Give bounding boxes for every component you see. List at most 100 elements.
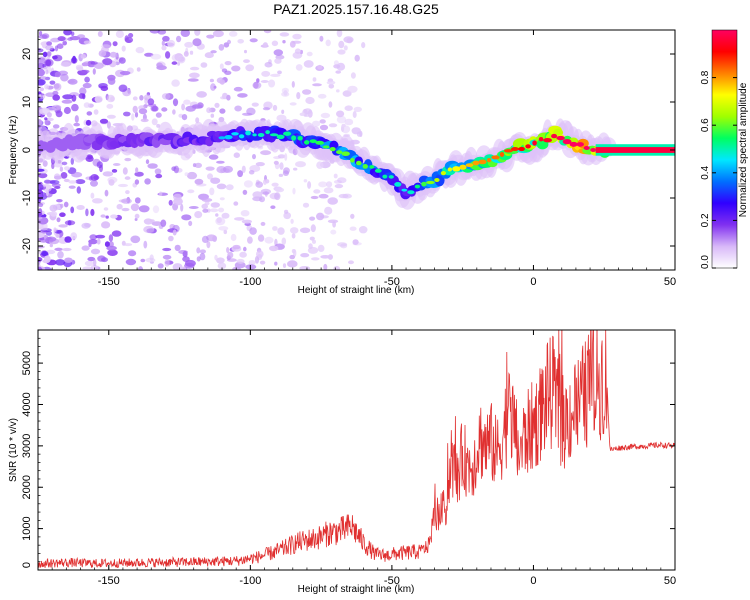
- noise-blob: [300, 253, 310, 258]
- noise-blob: [155, 173, 163, 179]
- noise-blob: [38, 34, 48, 39]
- noise-blob: [283, 212, 292, 220]
- noise-blob: [181, 266, 187, 270]
- noise-blob: [216, 166, 227, 174]
- noise-blob: [279, 162, 284, 170]
- noise-blob: [92, 68, 96, 75]
- noise-blob: [210, 83, 216, 91]
- noise-blob: [146, 228, 155, 234]
- noise-blob: [290, 218, 294, 224]
- noise-blob: [209, 78, 214, 83]
- noise-blob: [107, 74, 116, 81]
- noise-blob: [295, 161, 306, 168]
- noise-blob: [244, 49, 247, 54]
- ridge-core: [511, 147, 519, 151]
- noise-blob: [308, 243, 313, 250]
- noise-blob: [320, 112, 331, 119]
- ridge-core: [538, 137, 544, 142]
- spectrogram-x-tick-label: 50: [664, 276, 676, 288]
- noise-blob: [196, 91, 208, 98]
- noise-blob: [327, 254, 333, 260]
- ridge-core: [322, 145, 330, 149]
- noise-blob: [61, 99, 73, 104]
- noise-blob: [104, 241, 110, 248]
- noise-blob: [67, 78, 78, 85]
- noise-blob: [257, 234, 265, 242]
- noise-blob: [98, 50, 107, 57]
- noise-blob: [128, 33, 134, 38]
- noise-blob: [94, 95, 103, 104]
- noise-blob: [216, 257, 225, 264]
- noise-blob: [39, 87, 45, 92]
- noise-blob: [318, 181, 328, 188]
- noise-blob: [38, 119, 42, 126]
- noise-blob: [74, 115, 79, 123]
- noise-blob: [134, 213, 140, 219]
- noise-blob: [45, 236, 57, 242]
- noise-blob: [183, 51, 189, 57]
- noise-blob: [206, 241, 211, 249]
- noise-blob: [184, 172, 189, 177]
- noise-blob: [53, 83, 60, 89]
- noise-blob: [106, 245, 117, 251]
- noise-blob: [106, 121, 111, 129]
- noise-blob: [228, 31, 238, 37]
- ridge-core: [478, 159, 487, 165]
- noise-blob: [157, 263, 164, 269]
- noise-blob: [71, 103, 79, 112]
- noise-blob: [38, 172, 48, 179]
- noise-blob: [215, 213, 219, 217]
- noise-blob: [270, 205, 276, 209]
- noise-blob: [227, 251, 234, 259]
- noise-blob: [303, 60, 314, 68]
- noise-blob: [201, 198, 213, 202]
- spectrogram-y-tick-label: -20: [21, 238, 33, 254]
- snr-marks: [38, 330, 675, 568]
- noise-blob: [319, 35, 324, 42]
- noise-blob: [46, 51, 52, 57]
- noise-blob: [45, 188, 49, 197]
- noise-blob: [276, 114, 287, 122]
- noise-blob: [341, 123, 346, 128]
- noise-blob: [323, 263, 328, 270]
- noise-blob: [181, 103, 186, 111]
- noise-blob: [162, 247, 172, 252]
- noise-blob: [344, 118, 354, 126]
- noise-blob: [328, 123, 338, 128]
- noise-blob: [249, 38, 258, 43]
- noise-blob: [356, 131, 362, 137]
- noise-blob: [255, 181, 263, 188]
- noise-blob: [181, 114, 188, 121]
- noise-blob: [149, 254, 154, 261]
- noise-blob: [223, 229, 228, 235]
- noise-blob: [195, 117, 200, 124]
- noise-blob: [199, 252, 206, 261]
- noise-blob: [292, 51, 303, 59]
- ridge-core: [452, 166, 461, 172]
- noise-blob: [251, 102, 259, 107]
- noise-blob: [312, 77, 317, 82]
- noise-blob: [234, 105, 242, 112]
- ridge-core: [265, 130, 270, 135]
- noise-blob: [243, 59, 250, 63]
- colorbar-tick-label: 0.6: [700, 118, 711, 132]
- ridge-core: [283, 131, 292, 136]
- noise-blob: [68, 180, 77, 184]
- ridge-core: [315, 140, 325, 145]
- noise-blob: [249, 227, 257, 235]
- colorbar-tick-label: 0.4: [700, 165, 711, 179]
- noise-blob: [38, 183, 44, 191]
- noise-blob: [240, 210, 250, 217]
- noise-blob: [328, 83, 335, 89]
- noise-blob: [49, 204, 58, 212]
- noise-blob: [226, 94, 231, 101]
- noise-blob: [218, 44, 225, 51]
- noise-blob: [100, 214, 106, 218]
- ridge-core: [426, 180, 435, 185]
- noise-blob: [85, 155, 94, 162]
- ridge-core: [414, 184, 420, 189]
- colorbar-ticks: 0.0 0.2 0.4 0.6 0.8: [700, 70, 737, 269]
